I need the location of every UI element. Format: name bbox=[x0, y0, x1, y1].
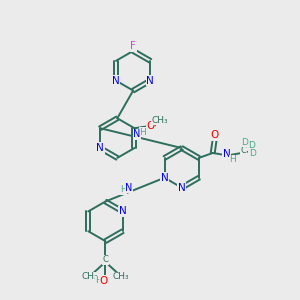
Text: CH₃: CH₃ bbox=[152, 116, 169, 125]
Text: O: O bbox=[99, 276, 108, 286]
Text: H: H bbox=[120, 185, 127, 194]
Text: N: N bbox=[125, 183, 133, 193]
Text: F: F bbox=[130, 41, 136, 51]
Text: D: D bbox=[248, 140, 255, 149]
Text: N: N bbox=[161, 173, 168, 183]
Text: N: N bbox=[223, 149, 230, 159]
Text: C: C bbox=[103, 256, 108, 265]
Text: O: O bbox=[211, 130, 219, 140]
Text: N: N bbox=[178, 183, 186, 193]
Text: N: N bbox=[146, 76, 154, 85]
Text: CH₃: CH₃ bbox=[113, 272, 130, 281]
Text: methoxy: methoxy bbox=[163, 121, 170, 122]
Text: D: D bbox=[249, 149, 256, 158]
Text: C: C bbox=[241, 146, 246, 155]
Text: H: H bbox=[95, 276, 102, 285]
Text: CH₃: CH₃ bbox=[81, 272, 98, 281]
Text: H: H bbox=[140, 128, 146, 137]
Text: D: D bbox=[241, 138, 248, 147]
Text: N: N bbox=[96, 143, 104, 153]
Text: O: O bbox=[146, 121, 154, 131]
Text: N: N bbox=[112, 76, 120, 85]
Text: N: N bbox=[119, 206, 127, 216]
Text: N: N bbox=[133, 129, 141, 139]
Text: H: H bbox=[229, 155, 236, 164]
